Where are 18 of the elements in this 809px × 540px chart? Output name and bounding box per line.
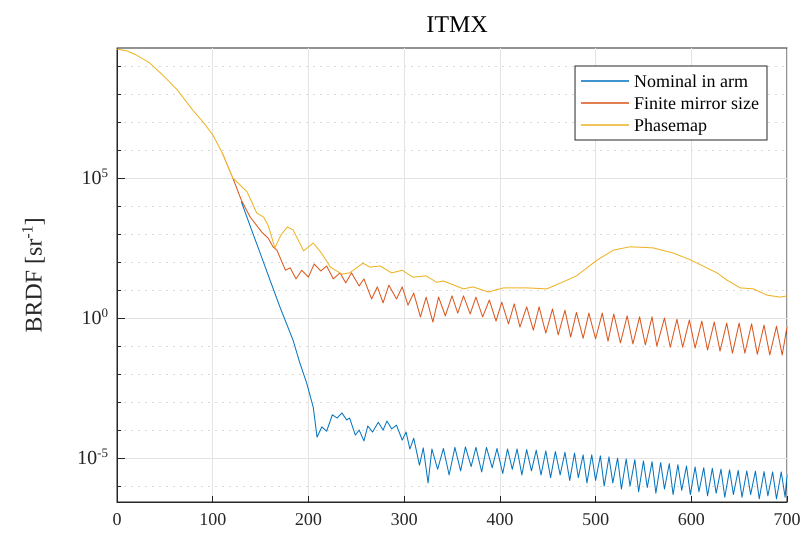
legend-label: Phasemap — [634, 115, 708, 135]
y-tick-label: 10$^{0}$ — [82, 304, 108, 330]
legend-label: Finite mirror size — [634, 93, 760, 113]
x-tick-label: 400 — [486, 509, 514, 529]
x-tick-label: 600 — [678, 509, 705, 529]
x-tick-label: 100 — [199, 509, 226, 529]
chart-title: ITMX — [426, 12, 488, 38]
line-series — [116, 48, 788, 298]
y-axis-title: BRDF [sr-1] — [19, 217, 48, 333]
x-tick-label: 300 — [390, 509, 418, 529]
line-series — [240, 201, 788, 500]
x-tick-label: 700 — [774, 509, 800, 529]
y-tick-label: 10$^{-5}$ — [77, 444, 108, 470]
legend-label: Nominal in arm — [634, 71, 748, 91]
x-tick-label: 0 — [112, 509, 122, 529]
x-tick-label: 500 — [582, 509, 610, 529]
y-tick-label: 10$^{5}$ — [82, 164, 108, 190]
x-tick-label: 200 — [294, 509, 322, 529]
